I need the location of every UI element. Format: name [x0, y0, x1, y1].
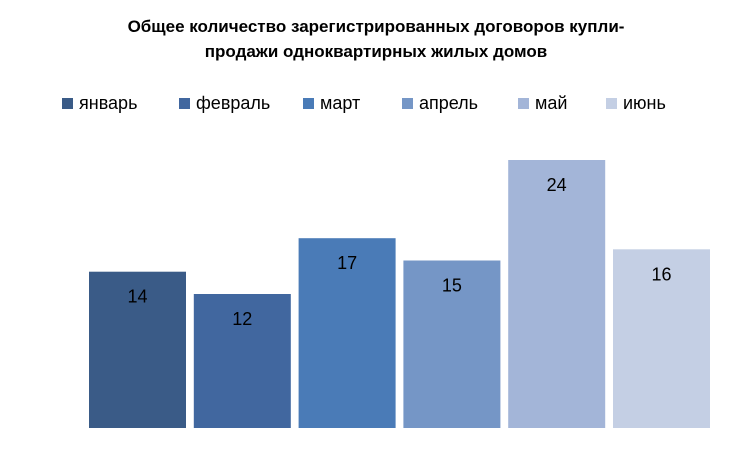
legend-label-march: март: [320, 93, 361, 113]
data-label-june: 16: [651, 264, 671, 284]
chart-title-line-2: продажи одноквартирных жилых домов: [204, 42, 548, 61]
chart-legend: январь февраль март апрель май июнь: [0, 93, 752, 117]
bar-april: [403, 260, 501, 428]
legend-item-april: апрель: [402, 93, 478, 114]
bar-february: [193, 294, 291, 428]
legend-swatch-may: [518, 98, 529, 109]
legend-item-february: февраль: [179, 93, 270, 114]
legend-swatch-april: [402, 98, 413, 109]
legend-swatch-march: [303, 98, 314, 109]
data-label-february: 12: [232, 309, 252, 329]
data-label-april: 15: [442, 276, 462, 296]
legend-item-march: март: [303, 93, 360, 114]
data-label-may: 24: [547, 175, 567, 195]
legend-swatch-january: [62, 98, 73, 109]
legend-item-january: январь: [62, 93, 137, 114]
bar-may: [508, 160, 606, 428]
legend-label-may: май: [535, 93, 568, 113]
legend-item-may: май: [518, 93, 567, 114]
legend-label-june: июнь: [623, 93, 666, 113]
legend-label-january: январь: [79, 93, 138, 113]
legend-item-june: июнь: [606, 93, 666, 114]
bar-march: [298, 238, 396, 428]
bar-january: [89, 271, 186, 428]
data-label-january: 14: [127, 287, 147, 307]
chart-title: Общее количество зарегистрированных дого…: [0, 14, 752, 64]
legend-swatch-june: [606, 98, 617, 109]
chart-title-line-1: Общее количество зарегистрированных дого…: [127, 17, 625, 36]
bar-june: [613, 249, 710, 428]
legend-label-april: апрель: [419, 93, 479, 113]
data-label-march: 17: [337, 253, 357, 273]
legend-swatch-february: [179, 98, 190, 109]
legend-label-february: февраль: [196, 93, 271, 113]
